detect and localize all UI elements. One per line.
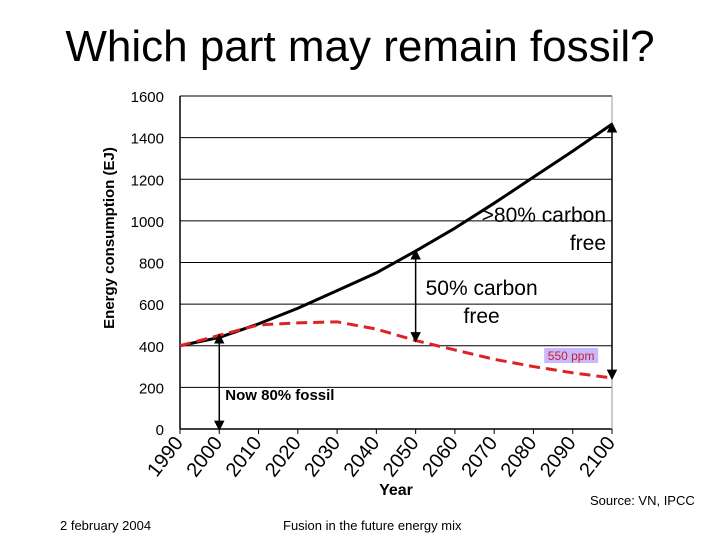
half-carbon-free-label: free — [464, 305, 500, 328]
x-tick-label: 2100 — [575, 433, 620, 482]
total-demand-line — [179, 122, 613, 348]
x-tick-label: 2000 — [182, 433, 227, 482]
x-tick-label: 2060 — [418, 433, 463, 482]
ppm-highlight — [544, 348, 599, 364]
fossil-label: Now 80% fossil — [225, 387, 334, 404]
y-tick-label: 800 — [139, 256, 164, 273]
y-tick-label: 1000 — [131, 214, 164, 231]
y-tick-label: 200 — [139, 380, 164, 397]
y-tick-label: 600 — [139, 297, 164, 314]
x-tick-label: 2010 — [222, 433, 267, 482]
eighty-carbon-free-label: >80% carbon — [482, 204, 606, 227]
x-tick-label: 2050 — [379, 433, 424, 482]
y-tick-label: 400 — [139, 339, 164, 356]
slide-title: Which part may remain fossil? — [65, 22, 655, 71]
x-tick-label: 2090 — [536, 433, 581, 482]
x-tick-label: 2080 — [497, 433, 542, 482]
half-carbon-free-label: 50% carbon — [426, 277, 538, 300]
x-axis-title: Year — [379, 482, 413, 499]
y-tick-label: 1600 — [131, 89, 164, 106]
x-tick-label: 2040 — [340, 433, 385, 482]
footer-talk-title: Fusion in the future energy mix — [283, 518, 462, 533]
ppm-label: 550 ppm — [548, 349, 595, 363]
x-tick-label: 2070 — [457, 433, 502, 482]
x-tick-label: 2020 — [261, 433, 306, 482]
y-tick-label: 1400 — [131, 131, 164, 148]
eighty-carbon-free-label: free — [570, 232, 606, 255]
x-tick-label: 1990 — [143, 433, 188, 482]
footer-date: 2 february 2004 — [60, 518, 152, 533]
y-axis-title: Energy consumption (EJ) — [101, 147, 118, 329]
source-note: Source: VN, IPCC — [590, 493, 695, 508]
y-tick-label: 0 — [156, 422, 164, 439]
fossil-share-line — [179, 320, 613, 380]
x-tick-label: 2030 — [300, 433, 345, 482]
y-tick-label: 1200 — [131, 172, 164, 189]
